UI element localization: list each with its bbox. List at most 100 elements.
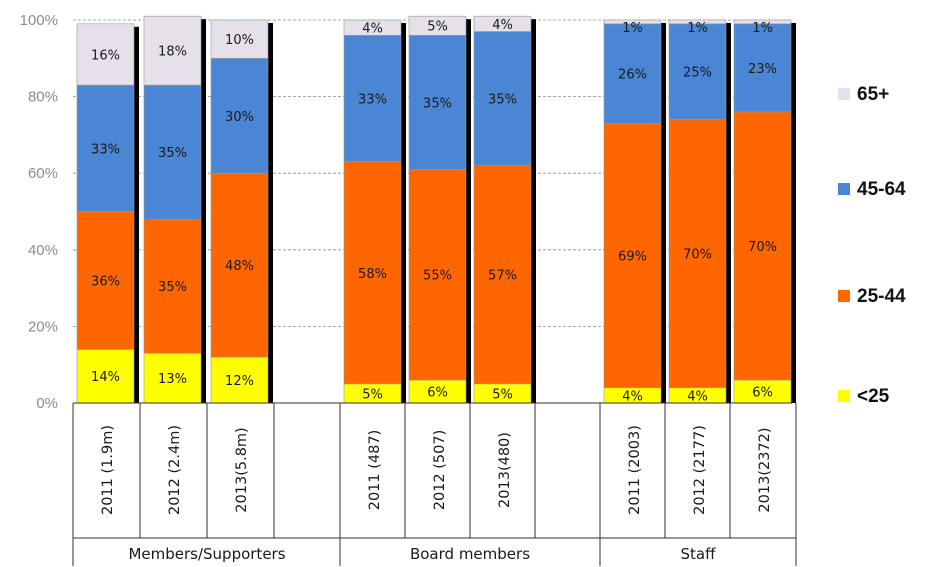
bar-segment (473, 165, 532, 385)
y-tick-label: 100% (20, 12, 58, 29)
legend-swatch (838, 290, 850, 302)
bar-segment (143, 84, 202, 220)
data-label: 16% (91, 48, 120, 63)
category-axis: 2011 (1.9m) 2012 (2.4m) 2013(5.8m) 2011 (48… (72, 403, 797, 566)
data-label: 69% (618, 250, 647, 265)
data-label: 6% (427, 386, 448, 401)
bar-shadow (531, 19, 536, 403)
data-label: 4% (362, 22, 383, 37)
data-label: 6% (752, 386, 773, 401)
bar-segment (603, 19, 662, 25)
data-label: 18% (158, 45, 187, 60)
bars: 14% 36% 33% 16% 13% 35% 35% 18% 12% 48% 30% 10% 5% 58… (76, 15, 796, 404)
bar-segment (143, 352, 202, 404)
bar-segment (473, 31, 532, 166)
group-label: Board members (410, 545, 530, 563)
y-tick-label: 80% (28, 89, 58, 106)
data-label: 30% (225, 110, 254, 125)
bar-segment (668, 119, 727, 388)
bar-column: 14% 36% 33% 16% (76, 23, 139, 404)
bar-segment (668, 23, 727, 120)
bar-shadow (401, 23, 406, 403)
bar-column: 5% 57% 35% 4% (473, 15, 536, 404)
y-axis: 0% 20% 40% 60% 80% 100% (20, 12, 58, 412)
legend-label: 65+ (857, 84, 889, 105)
y-tick-label: 40% (28, 242, 58, 259)
bar-segment (210, 19, 269, 59)
data-label: 33% (358, 93, 387, 108)
bar-shadow (726, 23, 731, 403)
bar-column: 5% 58% 33% 4% (343, 19, 406, 404)
data-label: 35% (423, 96, 452, 111)
bar-segment (733, 19, 792, 25)
category-label: 2012 (2177) (692, 425, 708, 515)
data-label: 70% (748, 240, 777, 255)
bar-segment (408, 35, 467, 170)
bar-shadow (268, 23, 273, 403)
legend-swatch (838, 88, 850, 100)
bar-column: 4% 70% 25% 1% (668, 19, 731, 404)
category-label: 2013(2372) (757, 427, 773, 512)
bar-segment (343, 35, 402, 163)
data-label: 33% (91, 142, 120, 157)
bar-segment (668, 19, 727, 25)
legend-label: <25 (857, 386, 890, 407)
bar-column: 12% 48% 30% 10% (210, 19, 273, 404)
data-label: 23% (748, 62, 777, 77)
data-label: 26% (618, 68, 647, 83)
bar-segment (143, 15, 202, 86)
category-label: 2011 (1.9m) (100, 425, 116, 515)
category-label: 2012 (507) (432, 430, 448, 511)
bar-segment (408, 15, 467, 36)
bar-segment (603, 23, 662, 124)
category-label: 2011 (487) (367, 430, 383, 511)
data-label: 5% (492, 387, 513, 402)
bar-segment (473, 15, 532, 32)
category-label: 2013(5.8m) (234, 427, 250, 512)
category-label: 2012 (2.4m) (167, 425, 183, 515)
data-label: 5% (362, 387, 383, 402)
legend-label: 45-64 (857, 179, 906, 200)
bar-segment (76, 211, 135, 350)
bar-segment (343, 161, 402, 385)
data-label: 25% (683, 66, 712, 81)
data-label: 1% (687, 21, 708, 36)
data-label: 70% (683, 248, 712, 263)
y-tick-label: 0% (36, 395, 58, 412)
bar-column: 6% 70% 23% 1% (733, 19, 796, 404)
bar-segment (210, 57, 269, 174)
bar-segment (76, 349, 135, 404)
data-label: 5% (427, 20, 448, 35)
y-tick-label: 60% (28, 165, 58, 182)
data-label: 55% (423, 269, 452, 284)
data-label: 14% (91, 370, 120, 385)
data-label: 35% (488, 93, 517, 108)
legend-swatch (838, 390, 850, 402)
bar-segment (76, 23, 135, 86)
bar-column: 6% 55% 35% 5% (408, 15, 471, 404)
bar-segment (343, 19, 402, 36)
bar-shadow (201, 19, 206, 403)
data-label: 4% (687, 389, 708, 404)
bar-shadow (466, 19, 471, 403)
data-label: 48% (225, 259, 254, 274)
data-label: 4% (492, 18, 513, 33)
data-label: 35% (158, 280, 187, 295)
bar-shadow (661, 23, 666, 403)
group-label: Staff (681, 545, 717, 563)
data-label: 58% (358, 267, 387, 282)
data-label: 57% (488, 269, 517, 284)
legend: 65+ 45-64 25-44 <25 (838, 84, 906, 407)
category-label: 2013(480) (497, 432, 513, 508)
bar-segment (210, 172, 269, 358)
y-tick-label: 20% (28, 318, 58, 335)
data-label: 13% (158, 372, 187, 387)
data-label: 1% (752, 21, 773, 36)
bar-column: 4% 69% 26% 1% (603, 19, 666, 404)
data-label: 1% (622, 21, 643, 36)
bar-column: 13% 35% 35% 18% (143, 15, 206, 404)
category-label: 2011 (2003) (627, 425, 643, 515)
data-label: 10% (225, 33, 254, 48)
bar-shadow (134, 26, 139, 404)
